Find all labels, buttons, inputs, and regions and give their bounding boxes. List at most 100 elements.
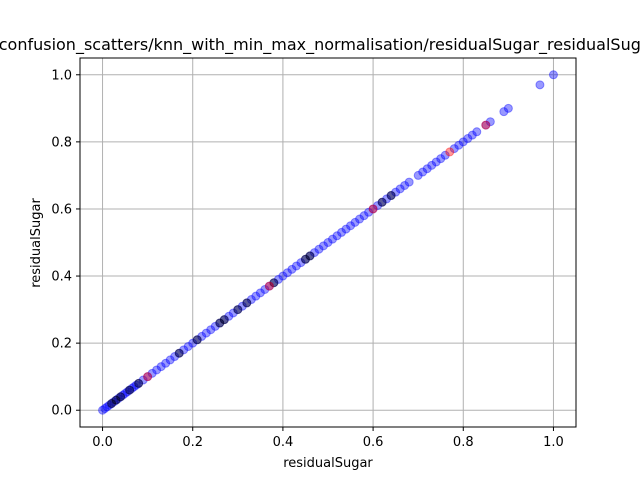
scatter-point <box>197 331 207 341</box>
scatter-point <box>449 144 459 154</box>
scatter-point <box>463 134 473 144</box>
scatter-point <box>228 308 238 318</box>
scatter-point <box>111 395 121 405</box>
scatter-point <box>300 254 310 264</box>
scatter-point <box>192 335 202 345</box>
scatter-point <box>300 254 310 264</box>
scatter-point <box>368 204 378 214</box>
chart-title: confusion_scatters/knn_with_min_max_norm… <box>0 35 640 55</box>
scatter-point <box>143 372 153 382</box>
scatter-point <box>107 399 117 409</box>
scatter-point <box>260 284 270 294</box>
scatter-point <box>246 295 256 305</box>
scatter-point <box>404 177 414 187</box>
grid-lines <box>80 58 576 427</box>
scatter-point <box>427 160 437 170</box>
scatter-point <box>278 271 288 281</box>
scatter-point <box>156 362 166 372</box>
scatter-point <box>346 221 356 231</box>
scatter-point <box>269 278 279 288</box>
scatter-point <box>400 180 410 190</box>
scatter-point <box>219 315 229 325</box>
scatter-point <box>174 348 184 358</box>
scatter-point <box>129 382 139 392</box>
scatter-point <box>359 211 369 221</box>
scatter-point <box>305 251 315 261</box>
scatter-point <box>102 402 112 412</box>
scatter-point <box>179 345 189 355</box>
scatter-point <box>134 378 144 388</box>
scatter-point <box>282 268 292 278</box>
x-axis-label: residualSugar <box>283 456 373 471</box>
scatter-point <box>305 251 315 261</box>
scatter-point <box>109 397 119 407</box>
scatter-point <box>183 341 193 351</box>
scatter-point <box>273 274 283 284</box>
scatter-point <box>174 348 184 358</box>
scatter-point <box>413 170 423 180</box>
scatter-point <box>188 338 198 348</box>
scatter-point <box>391 187 401 197</box>
scatter-point <box>165 355 175 365</box>
scatter-point <box>138 375 148 385</box>
scatter-point <box>503 103 513 113</box>
scatter-point <box>373 201 383 211</box>
scatter-point <box>192 335 202 345</box>
scatter-point <box>98 405 108 415</box>
scatter-point <box>219 315 229 325</box>
x-tick-label: 0.6 <box>363 435 384 450</box>
scatter-point <box>147 368 157 378</box>
scatter-point <box>355 214 365 224</box>
scatter-point <box>328 234 338 244</box>
scatter-point <box>341 224 351 234</box>
scatter-point <box>535 80 545 90</box>
scatter-point <box>242 298 252 308</box>
scatter-point <box>264 281 274 291</box>
scatter-point <box>107 399 117 409</box>
scatter-point <box>116 392 126 402</box>
scatter-point <box>264 281 274 291</box>
scatter-point <box>122 387 132 397</box>
scatter-point <box>382 194 392 204</box>
scatter-point <box>291 261 301 271</box>
scatter-point <box>418 167 428 177</box>
x-tick-label: 0.0 <box>92 435 113 450</box>
scatter-point <box>314 244 324 254</box>
scatter-point <box>296 258 306 268</box>
scatter-point <box>350 217 360 227</box>
scatter-point <box>224 311 234 321</box>
y-tick-label: 0.6 <box>51 202 72 217</box>
scatter-point <box>440 150 450 160</box>
y-tick-label: 0.2 <box>51 337 72 352</box>
x-tick-label: 0.8 <box>453 435 474 450</box>
scatter-point <box>454 140 464 150</box>
plot-area <box>80 58 576 427</box>
scatter-point <box>111 395 121 405</box>
plot-frame <box>79 57 577 428</box>
scatter-point <box>118 390 128 400</box>
scatter-point <box>233 305 243 315</box>
scatter-point <box>201 328 211 338</box>
y-tick-label: 0.4 <box>51 270 72 285</box>
scatter-point <box>481 120 491 130</box>
scatter-point <box>467 130 477 140</box>
scatter-point <box>548 70 558 80</box>
scatter-point <box>377 197 387 207</box>
scatter-point <box>436 154 446 164</box>
scatter-point <box>481 120 491 130</box>
scatter-point <box>287 264 297 274</box>
scatter-point <box>161 358 171 368</box>
x-tick-label: 0.4 <box>273 435 294 450</box>
scatter-point <box>125 385 135 395</box>
scatter-point <box>206 325 216 335</box>
scatter-point <box>422 164 432 174</box>
scatter-point <box>100 404 110 414</box>
scatter-point <box>120 388 130 398</box>
scatter-point <box>116 392 126 402</box>
scatter-point <box>251 291 261 301</box>
scatter-point <box>170 352 180 362</box>
scatter-point <box>233 305 243 315</box>
y-tick-label: 0.8 <box>51 135 72 150</box>
scatter-point <box>395 184 405 194</box>
scatter-point <box>368 204 378 214</box>
